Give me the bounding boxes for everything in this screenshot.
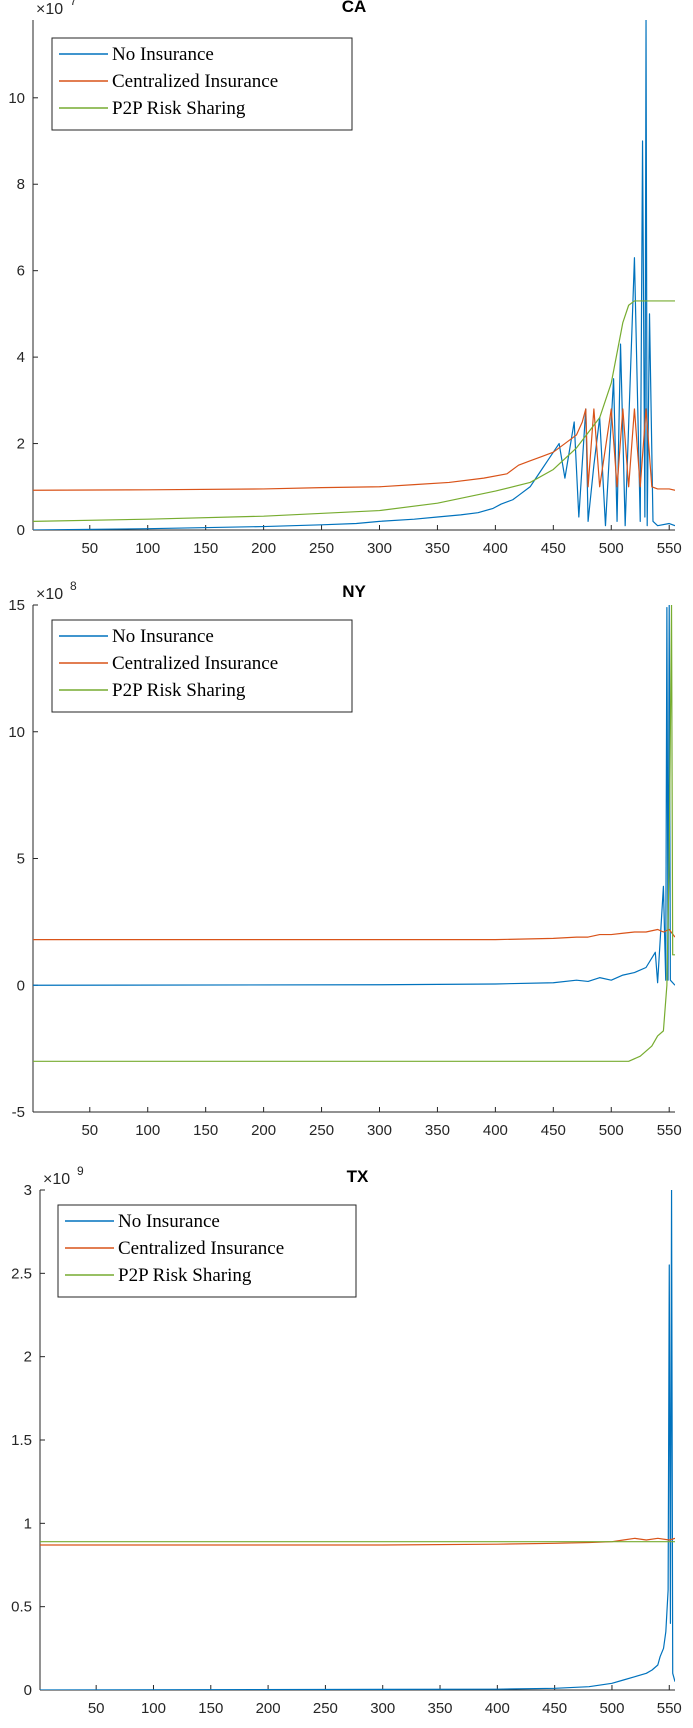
- legend-label: Centralized Insurance: [112, 653, 278, 674]
- y-tick-label: 6: [17, 263, 25, 280]
- y-tick-label: 2: [24, 1349, 32, 1366]
- y-tick-label: 3: [24, 1182, 32, 1199]
- x-tick-label: 500: [599, 540, 624, 557]
- series-line-2: [33, 605, 675, 1062]
- chart-title: CA: [342, 0, 367, 16]
- y-tick-label: 10: [8, 724, 25, 741]
- chart-title: NY: [342, 582, 366, 601]
- x-tick-label: 50: [81, 1122, 98, 1139]
- x-tick-label: 200: [256, 1700, 281, 1717]
- series-line-0: [40, 1190, 675, 1690]
- y-tick-label: -5: [12, 1104, 25, 1121]
- series-line-0: [33, 20, 675, 530]
- y-tick-label: 10: [8, 90, 25, 107]
- x-tick-label: 50: [88, 1700, 105, 1717]
- x-tick-label: 300: [370, 1700, 395, 1717]
- x-tick-label: 150: [193, 540, 218, 557]
- y-tick-label: 0.5: [11, 1599, 32, 1616]
- series-line-1: [33, 408, 675, 491]
- x-tick-label: 250: [309, 540, 334, 557]
- x-tick-label: 100: [141, 1700, 166, 1717]
- y-tick-label: 0: [17, 977, 25, 994]
- x-tick-label: 500: [599, 1700, 624, 1717]
- x-tick-label: 250: [313, 1700, 338, 1717]
- legend-label: No Insurance: [118, 1211, 220, 1232]
- x-tick-label: 350: [428, 1700, 453, 1717]
- legend-label: No Insurance: [112, 626, 214, 647]
- x-tick-label: 500: [599, 1122, 624, 1139]
- y-tick-label: 2: [17, 436, 25, 453]
- x-tick-label: 350: [425, 540, 450, 557]
- x-tick-label: 250: [309, 1122, 334, 1139]
- x-tick-label: 550: [657, 1700, 682, 1717]
- x-tick-label: 400: [483, 540, 508, 557]
- x-tick-label: 350: [425, 1122, 450, 1139]
- y-exponent-label: ×10: [43, 1171, 70, 1188]
- y-exponent-label: ×10: [36, 1, 63, 18]
- x-tick-label: 300: [367, 1122, 392, 1139]
- x-tick-label: 100: [135, 1122, 160, 1139]
- y-exponent-power: 7: [70, 0, 77, 8]
- x-tick-label: 50: [81, 540, 98, 557]
- x-tick-label: 300: [367, 540, 392, 557]
- legend-label: No Insurance: [112, 44, 214, 65]
- legend-label: Centralized Insurance: [118, 1238, 284, 1259]
- y-exponent-power: 8: [70, 579, 77, 593]
- series-line-2: [33, 300, 675, 522]
- y-exponent-power: 9: [77, 1164, 84, 1178]
- x-tick-label: 400: [485, 1700, 510, 1717]
- y-tick-label: 1: [24, 1515, 32, 1532]
- legend: No Insurance Centralized Insurance P2P Ris…: [51, 37, 353, 131]
- series-line-1: [33, 928, 675, 941]
- y-tick-label: 0: [24, 1682, 32, 1699]
- legend-label: P2P Risk Sharing: [112, 680, 246, 701]
- legend-label: P2P Risk Sharing: [118, 1265, 252, 1286]
- x-tick-label: 150: [198, 1700, 223, 1717]
- legend: No Insurance Centralized Insurance P2P Ris…: [57, 1204, 357, 1298]
- x-tick-label: 550: [657, 540, 682, 557]
- y-tick-label: 15: [8, 597, 25, 614]
- y-tick-label: 5: [17, 851, 25, 868]
- x-tick-label: 450: [541, 1122, 566, 1139]
- chart-panel-tx: 50 100 150 200 250 300 350 400 450 500 550 0 0.5 1 1.5…: [11, 1164, 682, 1717]
- x-tick-label: 450: [542, 1700, 567, 1717]
- chart-title: TX: [347, 1167, 369, 1186]
- legend-label: Centralized Insurance: [112, 71, 278, 92]
- y-exponent-label: ×10: [36, 586, 63, 603]
- chart-panel-ca: 50 100 150 200 250 300 350 400 450 500 550 0 2 4 6 8 10 ×…: [8, 0, 681, 557]
- y-tick-label: 0: [17, 522, 25, 539]
- x-tick-label: 400: [483, 1122, 508, 1139]
- y-tick-label: 4: [17, 349, 25, 366]
- y-tick-label: 1.5: [11, 1432, 32, 1449]
- x-tick-label: 200: [251, 1122, 276, 1139]
- x-tick-label: 100: [135, 540, 160, 557]
- x-tick-label: 150: [193, 1122, 218, 1139]
- y-tick-label: 2.5: [11, 1265, 32, 1282]
- legend-label: P2P Risk Sharing: [112, 98, 246, 119]
- y-tick-label: 8: [17, 176, 25, 193]
- series-line-1: [40, 1537, 675, 1546]
- x-tick-label: 200: [251, 540, 276, 557]
- x-tick-label: 450: [541, 540, 566, 557]
- chart-panel-ny: 50 100 150 200 250 300 350 400 450 500 550 -5 0 5 10 15…: [8, 579, 681, 1139]
- legend: No Insurance Centralized Insurance P2P Ris…: [51, 619, 353, 713]
- x-tick-label: 550: [657, 1122, 682, 1139]
